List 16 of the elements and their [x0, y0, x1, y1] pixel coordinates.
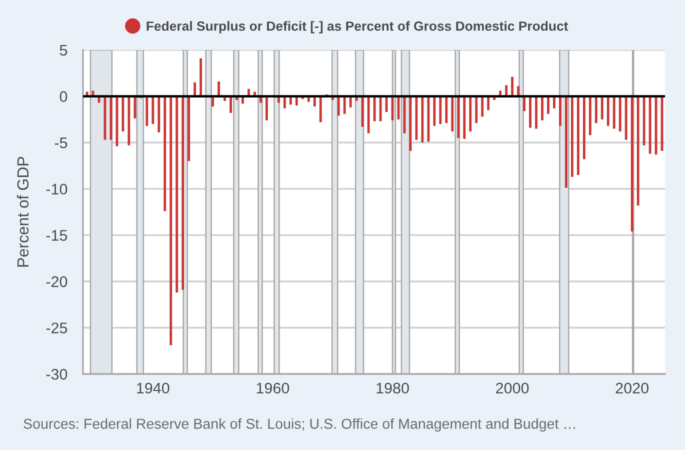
- y-tick-label: -5: [54, 138, 68, 148]
- source-note: Sources: Federal Reserve Bank of St. Louis; U.S. Office of Management and Budget …: [24, 418, 576, 432]
- x-tick-label: 2020: [616, 382, 648, 394]
- x-tick-label: 1940: [137, 382, 170, 394]
- y-axis-title: Percent of GDP: [16, 156, 29, 267]
- x-tick-label: 1960: [256, 382, 290, 394]
- y-tick-label: -15: [46, 230, 68, 241]
- legend-label: Federal Surplus or Deficit [-] as Percent of Gross Domestic Product: [146, 21, 568, 34]
- y-tick-label: -30: [46, 368, 68, 380]
- y-tick-label: 5: [60, 45, 68, 56]
- x-tick-label: 2000: [496, 382, 529, 394]
- y-tick-label: -10: [46, 184, 68, 195]
- y-tick-label: -20: [46, 276, 68, 288]
- y-tick-label: -25: [46, 322, 68, 334]
- x-tick-label: 1980: [376, 382, 409, 394]
- y-tick-label: 0: [60, 91, 68, 102]
